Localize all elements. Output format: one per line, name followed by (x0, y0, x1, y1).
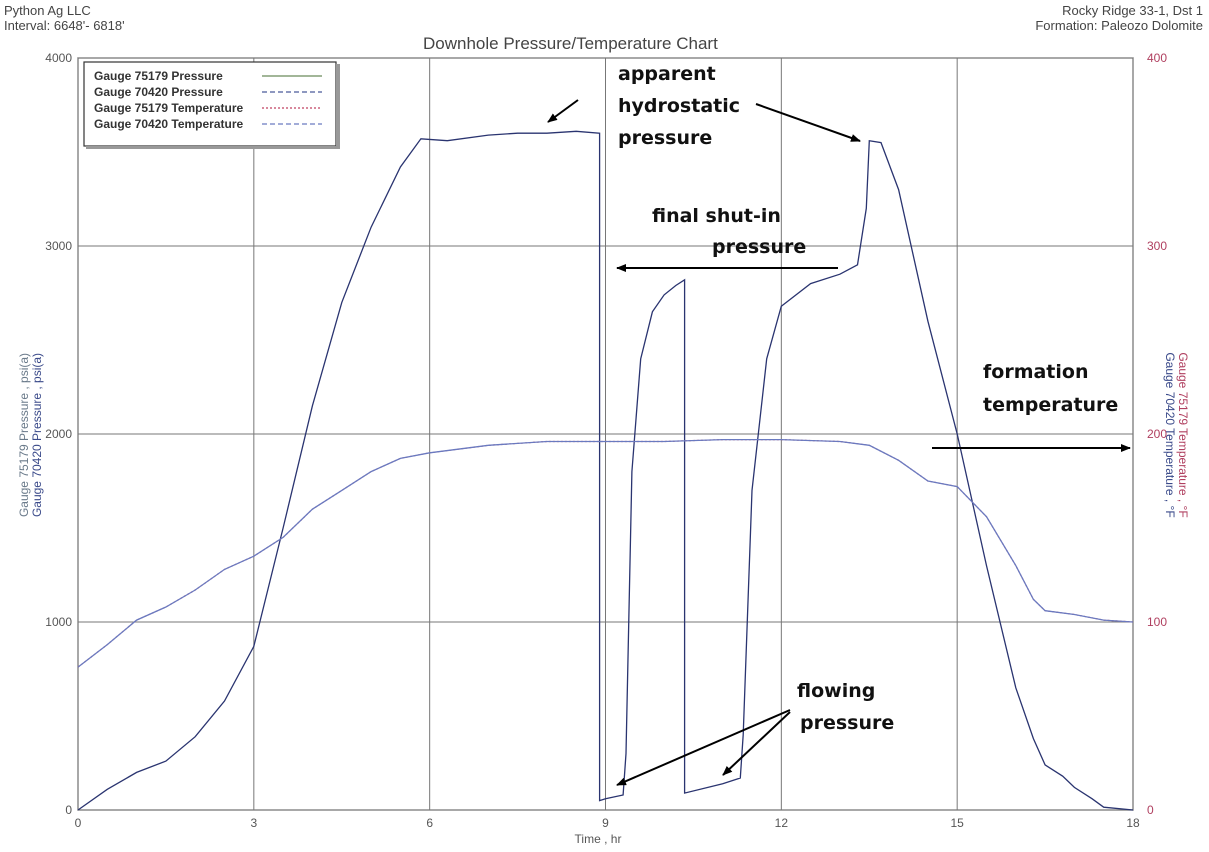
y-left-tick-label-2: 2000 (45, 427, 72, 441)
annotation-hydrostatic: apparent hydrostatic pressure (547, 63, 861, 149)
series-lines (77, 130, 1134, 811)
annotation-formation-line2: temperature (983, 394, 1118, 416)
x-tick-labels: 0 3 6 9 12 15 18 (75, 816, 1140, 830)
annotation-formation-temperature: formation temperature (932, 361, 1131, 452)
legend: Gauge 75179 Pressure Gauge 70420 Pressur… (83, 61, 340, 149)
series-line-gauge-70420-temperature (77, 438, 1134, 668)
x-tick-label-2: 6 (426, 816, 433, 830)
annotation-flowing-line1: flowing (797, 680, 875, 702)
annotation-shut-in: final shut-in pressure (616, 205, 838, 272)
annotation-shut-in-line2: pressure (712, 236, 806, 258)
x-tick-label-6: 18 (1126, 816, 1140, 830)
y-left-tick-label-3: 3000 (45, 239, 72, 253)
y-left-tick-label-1: 1000 (45, 615, 72, 629)
x-tick-label-3: 9 (602, 816, 609, 830)
legend-label-3: Gauge 75179 Temperature (94, 101, 244, 115)
series-line-gauge-70420-pressure (77, 130, 1134, 811)
annotation-hydrostatic-line2: hydrostatic (618, 95, 740, 117)
y-right-tick-label-4: 400 (1147, 51, 1167, 65)
left-axis-title-2: Gauge 70420 Pressure , psi(a) (30, 353, 44, 517)
legend-shadow (336, 64, 340, 148)
left-axis-title-1: Gauge 75179 Pressure , psi(a) (17, 353, 31, 517)
annotation-hydrostatic-line3: pressure (618, 127, 712, 149)
annotation-formation-line1: formation (983, 361, 1088, 383)
arrow-flowing-right (722, 711, 791, 776)
legend-label-2: Gauge 70420 Pressure (94, 85, 223, 99)
legend-swatches (262, 75, 322, 125)
arrow-hydrostatic-right (755, 103, 861, 142)
arrow-hydrostatic-left (547, 99, 579, 123)
arrow-flowing-left (616, 709, 791, 786)
left-y-tick-labels: 0 1000 2000 3000 4000 (45, 51, 72, 817)
interval-label: Interval: 6648'- 6818' (4, 18, 125, 33)
x-tick-label-5: 15 (950, 816, 964, 830)
annotation-flowing-line2: pressure (800, 712, 894, 734)
y-left-tick-label-4: 4000 (45, 51, 72, 65)
x-tick-label-0: 0 (75, 816, 82, 830)
y-right-tick-label-3: 300 (1147, 239, 1167, 253)
x-tick-label-1: 3 (250, 816, 257, 830)
annotation-flowing: flowing pressure (616, 680, 894, 786)
well-name: Rocky Ridge 33-1, Dst 1 (1062, 3, 1203, 18)
legend-shadow-bottom (86, 146, 340, 149)
company-name: Python Ag LLC (4, 3, 91, 18)
legend-label-1: Gauge 75179 Pressure (94, 69, 223, 83)
legend-label-4: Gauge 70420 Temperature (94, 117, 244, 131)
right-y-tick-labels: 0 100 200 300 400 (1147, 51, 1167, 817)
right-axis-title: Gauge 75179 Temperature , °F Gauge 70420… (1163, 352, 1190, 517)
left-axis-title: Gauge 75179 Pressure , psi(a) Gauge 7042… (17, 353, 44, 517)
y-left-tick-label-0: 0 (65, 803, 72, 817)
right-axis-title-2: Gauge 70420 Temperature , °F (1163, 352, 1177, 517)
right-axis-title-1: Gauge 75179 Temperature , °F (1176, 352, 1190, 517)
y-right-tick-label-0: 0 (1147, 803, 1154, 817)
formation-label: Formation: Paleozo Dolomite (1035, 18, 1203, 33)
chart-title: Downhole Pressure/Temperature Chart (423, 34, 718, 53)
x-tick-label-4: 12 (775, 816, 789, 830)
grid-lines (77, 57, 1134, 811)
annotation-hydrostatic-line1: apparent (618, 63, 716, 85)
y-right-tick-label-2: 200 (1147, 427, 1167, 441)
y-right-tick-label-1: 100 (1147, 615, 1167, 629)
x-axis-title: Time , hr (575, 832, 622, 846)
annotation-shut-in-line1: final shut-in (652, 205, 781, 227)
